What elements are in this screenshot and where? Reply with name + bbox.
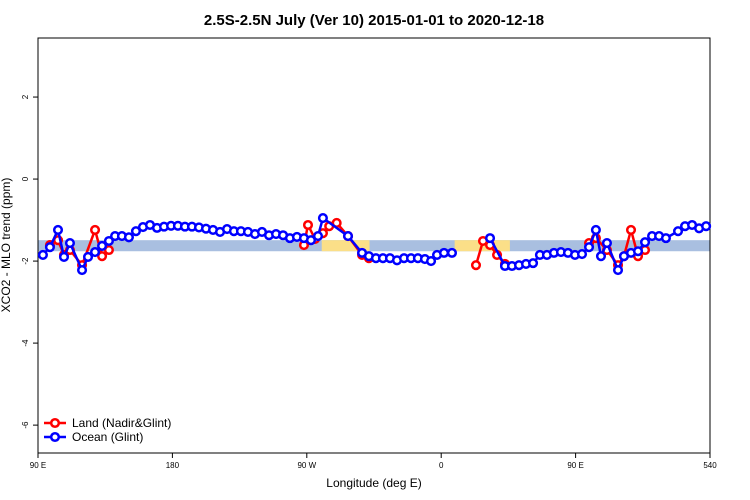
point <box>484 233 496 244</box>
point <box>37 249 48 260</box>
point <box>470 260 482 271</box>
point <box>89 247 101 258</box>
point <box>103 244 114 256</box>
y-tick-label: 2 <box>21 94 30 99</box>
point <box>446 247 458 258</box>
point <box>625 224 637 235</box>
point <box>317 212 328 224</box>
point <box>64 237 76 249</box>
point <box>672 226 684 237</box>
x-axis-label: Longitude (deg E) <box>326 476 421 490</box>
chart-title: 2.5S-2.5N July (Ver 10) 2015-01-01 to 20… <box>204 12 544 29</box>
point <box>302 219 314 231</box>
point <box>58 251 70 263</box>
point <box>595 251 607 262</box>
point <box>639 237 651 248</box>
point <box>130 226 142 237</box>
legend-label: Land (Nadir&Glint) <box>72 416 171 430</box>
point <box>583 242 595 253</box>
x-tick-label: 0 <box>439 461 444 470</box>
x-tick-label: 180 <box>166 461 180 470</box>
legend-label: Ocean (Glint) <box>72 430 143 444</box>
point <box>52 224 64 235</box>
legend-marker <box>49 417 61 429</box>
reference-band <box>38 240 710 252</box>
y-tick-label: 0 <box>21 176 30 181</box>
legend-marker <box>49 431 61 443</box>
point <box>82 251 94 263</box>
point <box>612 265 624 276</box>
point <box>590 224 601 235</box>
point <box>103 235 114 247</box>
point <box>44 242 55 253</box>
point <box>576 249 588 260</box>
point <box>601 237 613 249</box>
land-band <box>321 240 370 252</box>
point <box>97 251 108 262</box>
y-tick-label: -4 <box>21 339 30 347</box>
point <box>438 247 450 258</box>
y-axis-label: XCO2 - MLO trend (ppm) <box>0 178 13 313</box>
y-tick-label: -6 <box>21 421 30 429</box>
point <box>123 232 134 243</box>
y-tick-label: -2 <box>21 257 30 265</box>
point <box>97 240 108 251</box>
x-tick-label: 90 E <box>567 461 583 470</box>
point <box>632 246 644 257</box>
point <box>527 258 539 269</box>
point <box>77 265 88 276</box>
point <box>701 221 712 232</box>
plot-frame <box>37 37 711 454</box>
point <box>660 233 671 244</box>
point <box>312 231 324 242</box>
point <box>425 256 437 267</box>
point <box>305 235 317 246</box>
point <box>89 224 101 235</box>
x-tick-label: 540 <box>703 461 717 470</box>
x-tick-label: 90 W <box>297 461 316 470</box>
x-tick-label: 90 E <box>30 461 46 470</box>
point <box>342 231 354 242</box>
